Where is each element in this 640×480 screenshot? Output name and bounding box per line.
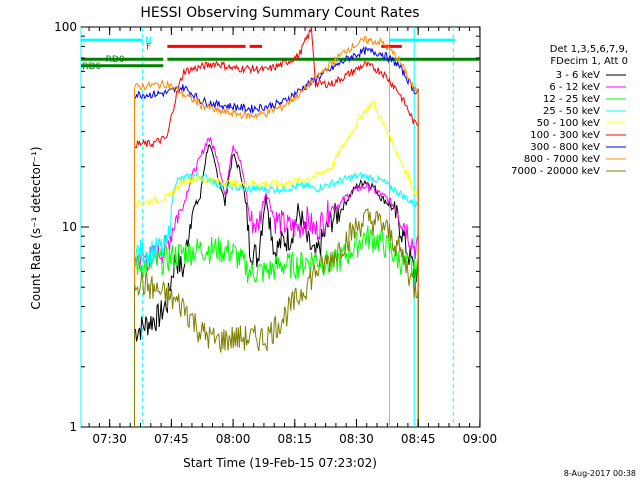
series-line-6 [134,46,419,427]
state-label-rd6: RD6 [82,62,101,72]
legend-header-0: Det 1,3,5,6,7,9, [550,44,628,55]
legend: Det 1,3,5,6,7,9,FDecim 1, Att 0 3 - 6 keV… [511,44,628,177]
x-ticks: 07:30 07:45 08:00 08:15 08:30 08:45 09:00 [88,27,498,446]
footer-date: 8-Aug-2017 00:38 [564,469,636,478]
x-tick-label-6: 09:00 [463,432,498,446]
x-tick-label-2: 08:00 [216,432,251,446]
y-ticks: 1 10 100 [54,20,480,434]
y-axis-label: Count Rate (s⁻¹ detector⁻¹) [29,146,43,309]
series-line-8 [134,207,419,427]
x-axis-label: Start Time (19-Feb-15 07:23:02) [183,456,377,470]
state-label-n: N [145,36,152,46]
state-label-rd0: RD0 [106,55,125,65]
legend-label-5: 100 - 300 keV [530,130,600,141]
series-line-1 [134,136,419,427]
legend-label-0: 3 - 6 keV [556,70,600,81]
plot-area: NF RD0 RD6 [80,26,481,428]
y-tick-label-1: 10 [62,220,77,234]
y-tick-label-0: 1 [69,420,77,434]
legend-label-4: 50 - 100 keV [537,118,601,129]
x-tick-label-0: 07:30 [92,432,127,446]
series-line-4 [134,100,419,427]
state-label-f: F [146,42,151,52]
y-tick-label-2: 100 [54,20,77,34]
x-tick-label-1: 07:45 [154,432,189,446]
legend-header-1: FDecim 1, Att 0 [550,56,628,67]
legend-label-3: 25 - 50 keV [543,106,600,117]
legend-label-2: 12 - 25 keV [543,94,600,105]
x-tick-label-3: 08:15 [277,432,312,446]
series-line-3 [134,171,419,427]
legend-label-6: 300 - 800 keV [530,142,600,153]
x-tick-label-5: 08:45 [401,432,436,446]
legend-label-7: 800 - 7000 keV [524,154,600,165]
legend-label-8: 7000 - 20000 keV [511,166,600,177]
series-line-5 [134,27,419,427]
series-line-7 [134,35,419,427]
x-tick-label-4: 08:30 [339,432,374,446]
series-line-2 [134,225,419,427]
series-line-0 [134,144,419,427]
legend-label-1: 6 - 12 keV [549,82,600,93]
chart-title: HESSI Observing Summary Count Rates [140,5,419,21]
